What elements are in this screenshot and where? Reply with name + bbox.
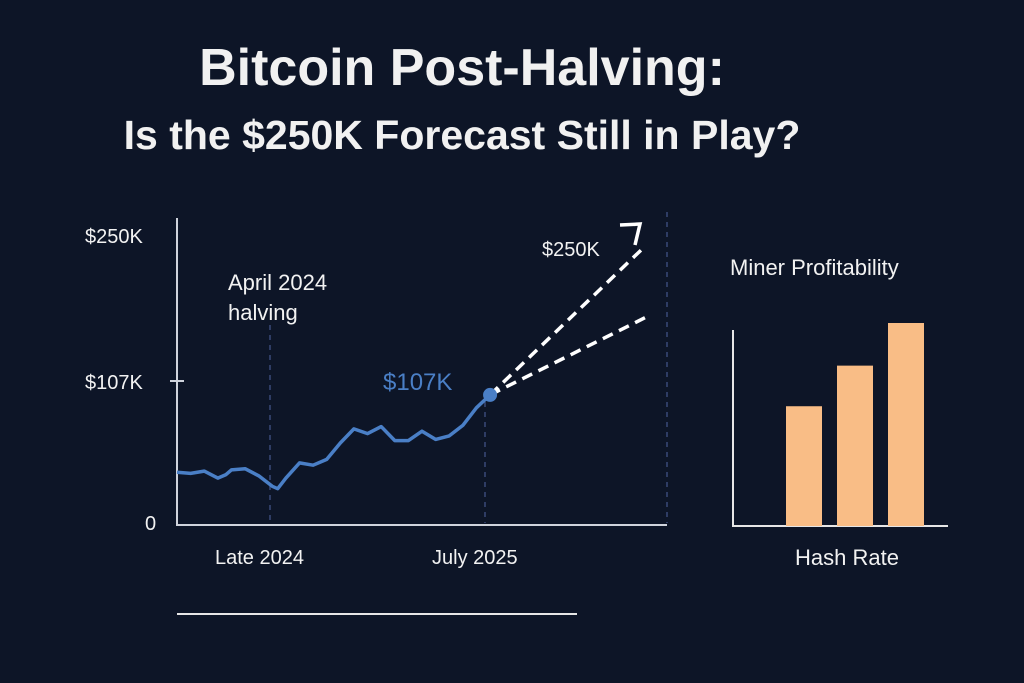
x-tick-label: July 2025 (432, 547, 518, 569)
y-tick-label: $107K (85, 372, 143, 394)
current-price-label: $107K (383, 369, 452, 396)
forecast-line (488, 244, 647, 397)
bar-layer (786, 323, 924, 526)
forecast-line (489, 316, 646, 397)
forecast-arrowhead (619, 222, 643, 246)
profitability-bar (786, 406, 822, 526)
bar-x-axis-label: Hash Rate (795, 545, 899, 570)
y-tick-label: $250K (85, 226, 143, 248)
x-tick-label: Late 2024 (215, 547, 304, 569)
current-price-point (483, 387, 498, 402)
halving-annotation: April 2024 (228, 270, 327, 295)
profitability-bar (888, 323, 924, 526)
profitability-bar (837, 365, 873, 526)
y-tick-label: 0 (145, 513, 156, 535)
forecast-price-label: $250K (542, 239, 600, 261)
chart-subtitle: Is the $250K Forecast Still in Play? (123, 112, 801, 158)
halving-annotation: halving (228, 300, 298, 325)
bar-chart-title: Miner Profitability (730, 255, 899, 280)
chart-title: Bitcoin Post-Halving: (199, 39, 725, 97)
price-series-layer (176, 244, 647, 491)
price-line (176, 393, 492, 491)
